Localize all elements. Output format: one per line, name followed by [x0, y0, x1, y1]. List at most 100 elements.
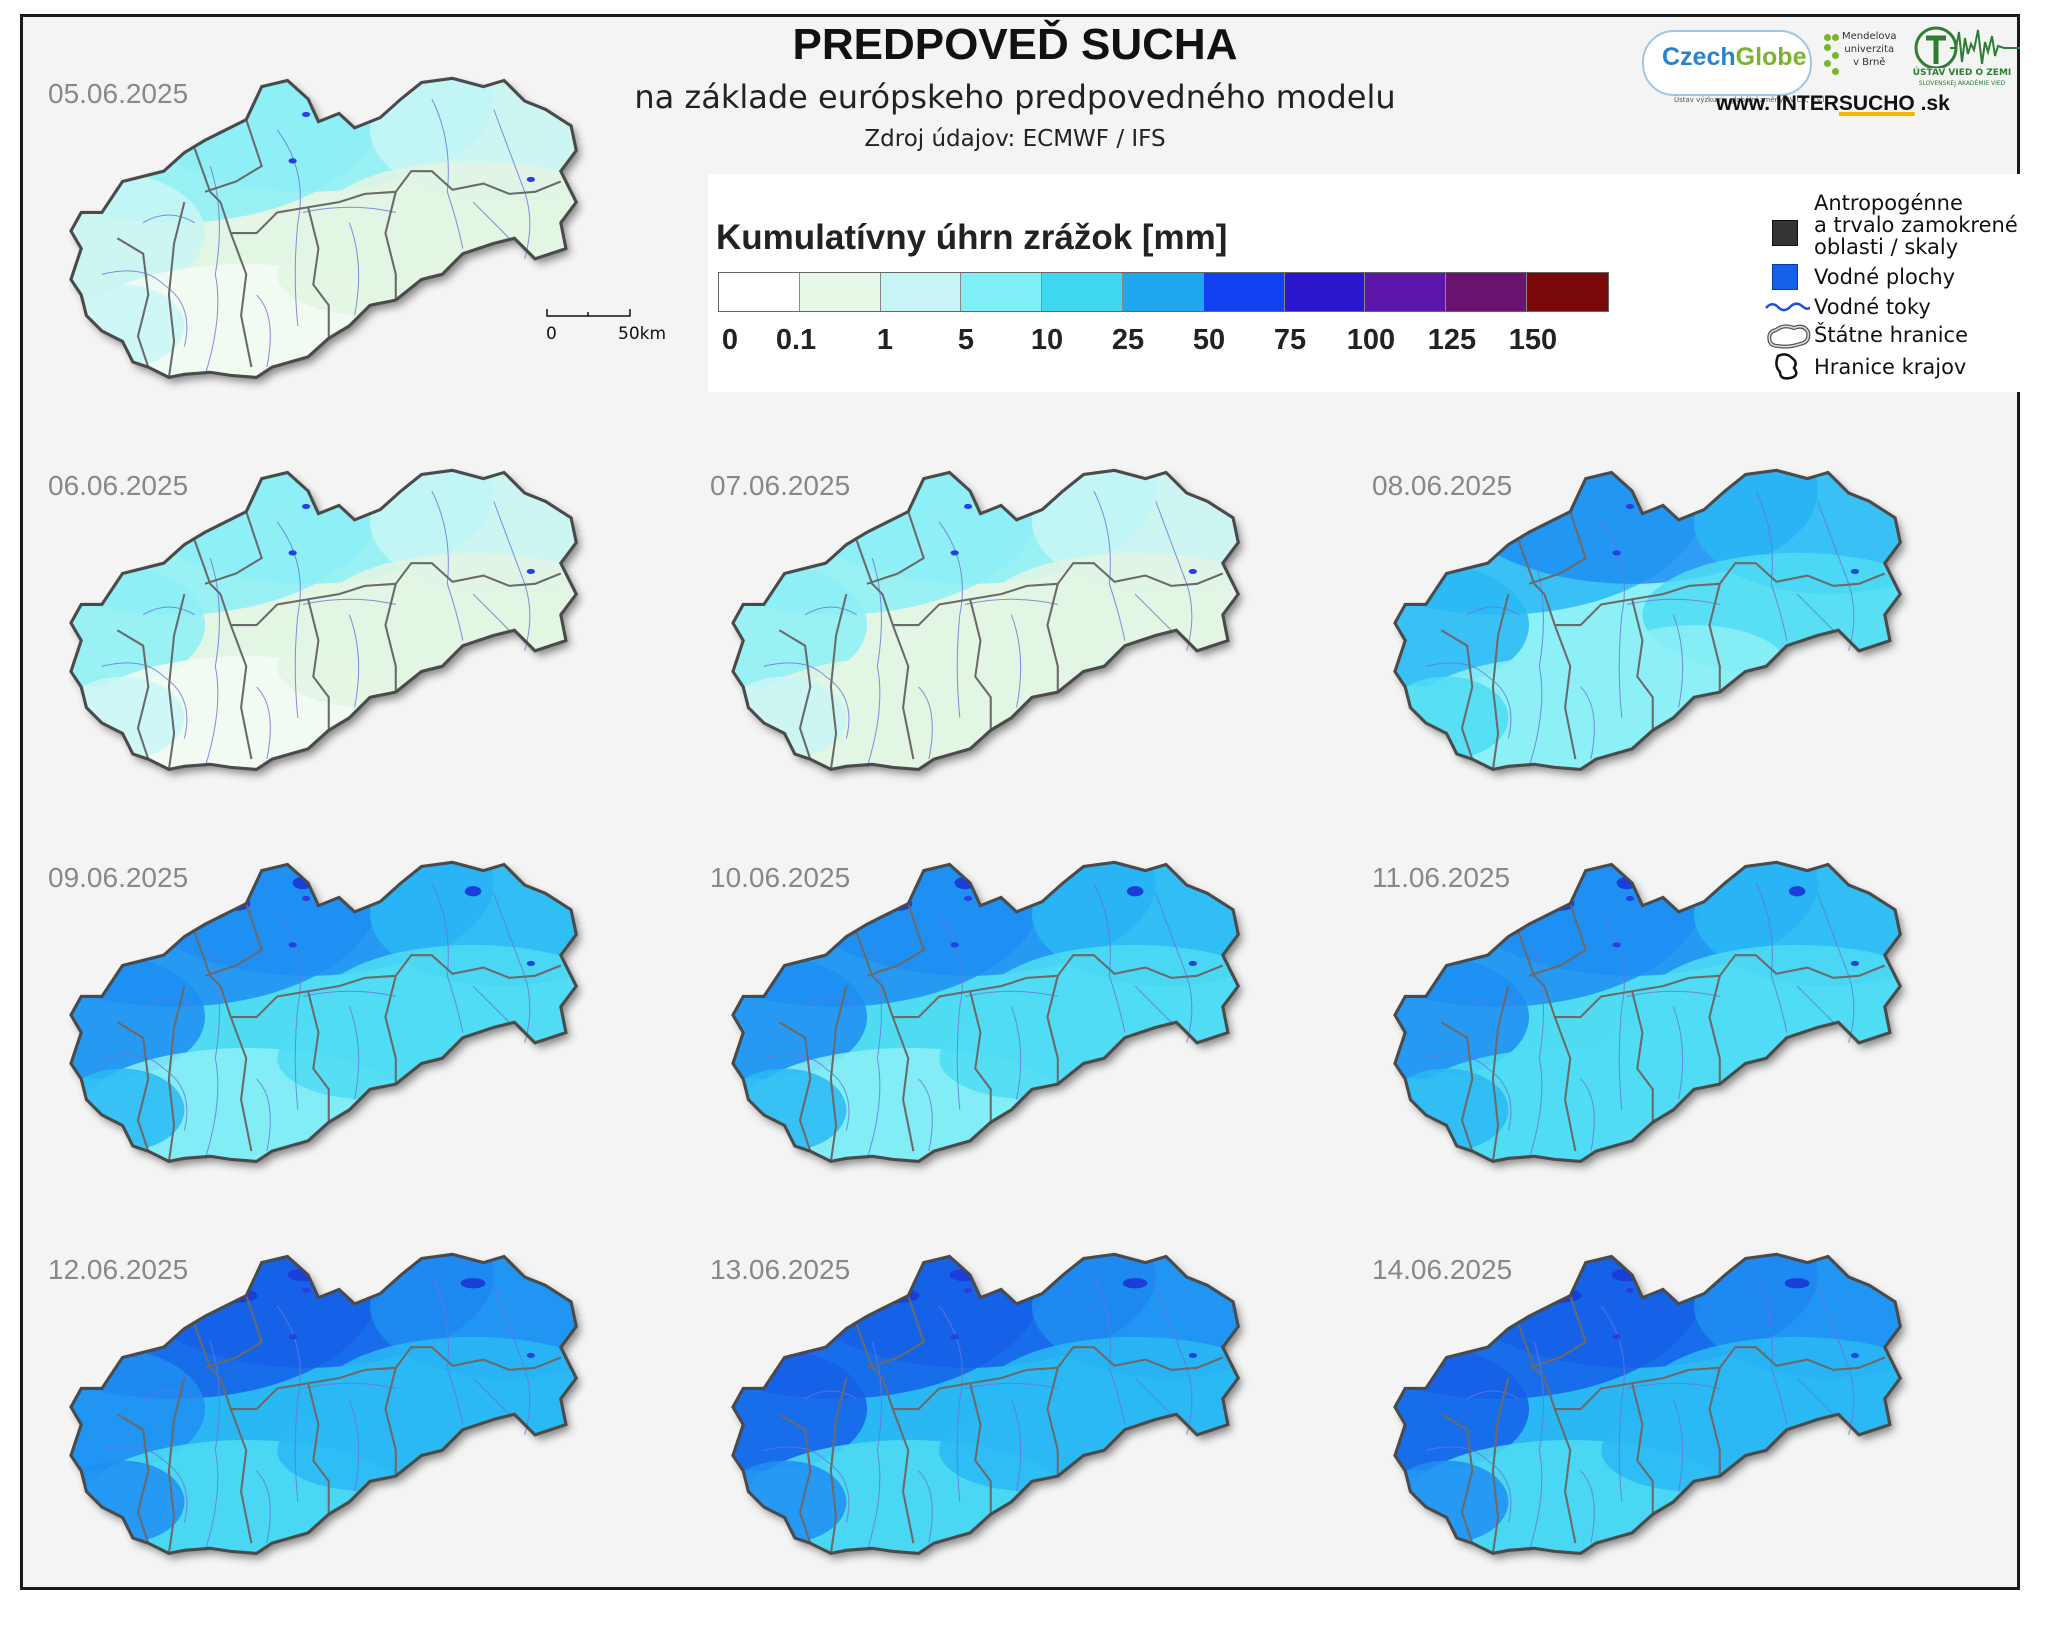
river-line: [348, 1398, 360, 1492]
river-line: [1755, 882, 1788, 1033]
precipitation-zone: [1394, 955, 1529, 1079]
water-body: [301, 503, 311, 510]
water-body: [526, 176, 535, 183]
region-border: [193, 540, 396, 627]
region-border: [1491, 985, 1510, 1162]
region-border: [167, 593, 186, 770]
color-scale-cell: [1042, 273, 1123, 311]
region-border: [1440, 629, 1474, 760]
color-scale-tick-label: 25: [1111, 324, 1145, 356]
state-border: [1393, 1252, 1903, 1556]
region-border: [1708, 975, 1721, 1085]
intersucho-link[interactable]: www. INTERSUCHO .sk: [1716, 92, 1950, 116]
water-body: [1188, 960, 1197, 967]
river-line: [1796, 985, 1834, 1023]
region-border: [307, 207, 330, 339]
map-date-label: 12.06.2025: [48, 1254, 189, 1285]
river-line: [1466, 606, 1519, 616]
river-line: [1600, 521, 1625, 718]
water-body: [1850, 568, 1859, 575]
river-line: [348, 614, 360, 708]
river-line: [204, 165, 220, 376]
region-border: [394, 170, 562, 195]
slovakia-map: [69, 468, 579, 772]
precipitation-zone: [70, 955, 205, 1079]
precipitation-zone: [277, 1409, 463, 1492]
river-line: [1425, 1054, 1512, 1131]
river-line: [204, 557, 220, 768]
color-scale-tick-label: 150: [1508, 324, 1558, 356]
heavy-precipitation-patch: [1122, 1278, 1148, 1289]
precipitation-zone: [1394, 563, 1529, 687]
color-scale-tick-label: 50: [1192, 324, 1226, 356]
state-border-icon: [1767, 324, 1811, 349]
region-border: [229, 624, 253, 760]
web-prefix: www. INTER: [1716, 92, 1839, 115]
region-border: [1528, 903, 1587, 977]
state-border: [731, 1252, 1241, 1556]
river-line: [1528, 1341, 1544, 1552]
river-line: [1626, 1382, 1720, 1389]
region-border: [1708, 1367, 1721, 1477]
water-body: [1188, 568, 1197, 575]
water-body: [526, 568, 535, 575]
state-border: [731, 860, 1241, 1164]
river-line: [1425, 662, 1512, 739]
river-line: [1134, 593, 1172, 631]
region-border: [1046, 583, 1059, 693]
forecast-map-panel: 06.06.2025: [40, 460, 700, 852]
map-date-label: 14.06.2025: [1372, 1254, 1513, 1285]
region-border: [394, 954, 562, 979]
water-body: [301, 111, 311, 118]
precipitation-zone: [732, 1460, 847, 1544]
region-border: [116, 1021, 150, 1152]
color-scale-tick-label: 125: [1427, 324, 1477, 356]
region-border: [1553, 1016, 1577, 1152]
river-line: [256, 1470, 271, 1544]
region-border: [778, 1021, 812, 1152]
precipitation-zone: [939, 625, 1125, 708]
river-line: [1796, 593, 1834, 631]
river-line: [1093, 490, 1126, 641]
water-body: [950, 1334, 959, 1340]
river-line: [804, 606, 857, 616]
forecast-map-panel: 13.06.2025: [702, 1244, 1362, 1636]
region-border: [969, 1383, 992, 1515]
state-border: [69, 1252, 579, 1556]
region-border: [829, 593, 848, 770]
river-line: [1600, 1305, 1625, 1502]
precipitation-zone: [1601, 1017, 1787, 1100]
water-body: [1625, 503, 1635, 510]
region-border: [891, 1408, 915, 1544]
region-border: [229, 1016, 253, 1152]
color-scale-tick-label: 1: [876, 324, 894, 356]
river-line: [256, 294, 271, 368]
river-line: [142, 606, 195, 616]
water-body: [950, 942, 959, 948]
precipitation-zone: [70, 1460, 185, 1544]
river-line: [1528, 557, 1544, 768]
color-scale-cell: [880, 273, 962, 311]
czechglobe-logo-czech: Czech: [1662, 43, 1736, 71]
anthro-line-3: oblasti / skaly: [1814, 235, 1959, 259]
slovakia-map: [731, 468, 1241, 772]
uvz-name: ÚSTAV VIED O ZEMI: [1912, 68, 2012, 78]
river-line: [763, 662, 850, 739]
river-line: [256, 1078, 271, 1152]
slovakia-map: [1393, 1252, 1903, 1556]
precipitation-zone: [1394, 676, 1509, 760]
scale-end: 50km: [618, 324, 667, 344]
region-border: [394, 1346, 562, 1371]
region-border: [1440, 1021, 1474, 1152]
river-line: [302, 206, 396, 213]
water-body: [1612, 550, 1621, 556]
river-line: [431, 98, 464, 249]
river-line: [431, 1274, 464, 1425]
water-body: [1625, 895, 1635, 902]
river-line: [763, 1054, 850, 1131]
uvz-sav-logo: ÚSTAV VIED O ZEMI SLOVENSKEJ AKADÉMIE VI…: [1900, 24, 2024, 94]
river-line: [1672, 1006, 1684, 1100]
map-date-label: 06.06.2025: [48, 470, 189, 501]
river-line: [1425, 1446, 1512, 1523]
state-border: [1393, 860, 1903, 1164]
